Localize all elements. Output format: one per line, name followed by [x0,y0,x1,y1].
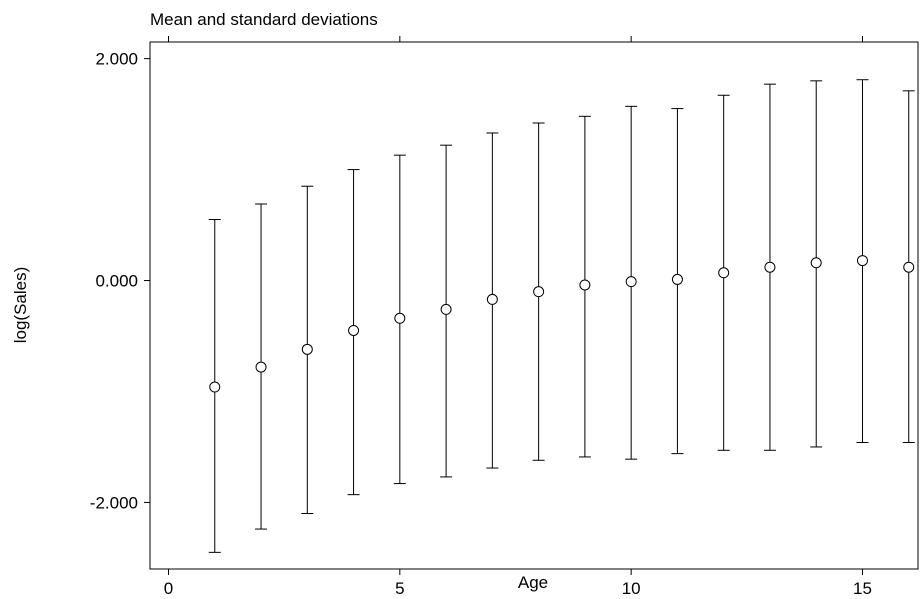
mean-point [533,286,545,298]
mean-point [856,255,868,267]
mean-point [810,257,822,269]
mean-point [348,324,360,336]
x-tick-label: 5 [395,579,404,598]
mean-point [579,279,591,291]
mean-point [718,267,730,279]
y-tick-label: 0.000 [95,272,138,291]
y-tick-label: -2.000 [90,493,138,512]
y-axis: 2.000 0.000 -2.000 [90,50,150,512]
plot-frame [149,41,919,570]
x-tick-label: 0 [164,579,173,598]
x-tick-label: 15 [853,579,872,598]
chart-title: Mean and standard deviations [150,10,378,29]
x-axis-title: Age [518,573,548,592]
mean-point [255,361,267,373]
mean-point [301,343,313,355]
mean-point [764,261,776,273]
y-tick-label: 2.000 [95,50,138,69]
mean-point [671,273,683,285]
mean-point [209,381,221,393]
x-axis: 0 5 10 15 [164,36,872,598]
mean-point [625,276,637,288]
mean-point [440,303,452,315]
error-bars [208,79,915,553]
y-axis-title: log(Sales) [11,267,30,344]
mean-markers [209,255,915,393]
mean-point [903,261,915,273]
x-tick-label: 10 [622,579,641,598]
mean-point [486,293,498,305]
mean-point [394,312,406,324]
